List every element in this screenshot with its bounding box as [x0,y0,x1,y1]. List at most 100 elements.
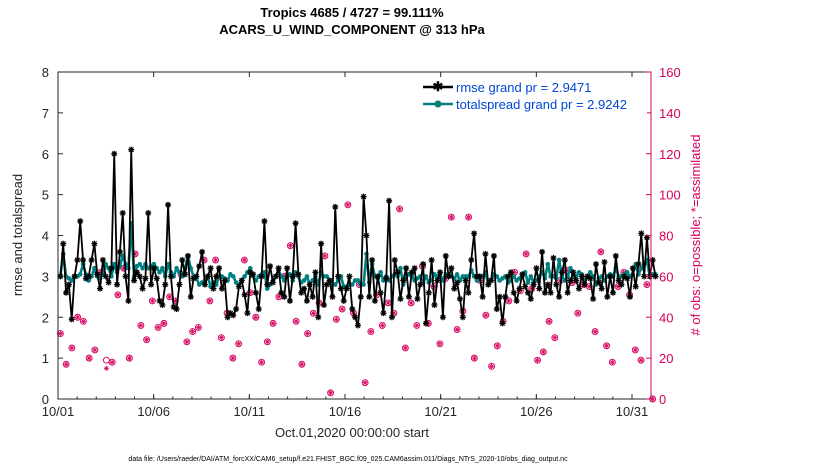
asterisk-stroke [482,251,489,257]
rmse-point [465,289,472,296]
y-tick-label: 4 [42,229,49,244]
obs-assimilated-marker [69,345,75,351]
rmse-point [502,293,509,300]
x-axis-label: Oct.01,2020 00:00:00 start [275,425,429,440]
rmse-point [507,269,514,276]
y-tick-label: 1 [42,351,49,366]
asterisk-stroke [219,335,224,340]
totalspread-point [355,278,361,283]
rmse-point [74,257,81,264]
totalspread-point [174,265,179,271]
obs-possible-marker [327,389,335,397]
rmse-point [139,285,146,292]
asterisk-stroke [542,290,548,296]
asterisk-stroke [495,343,500,348]
rmse-point [187,293,194,300]
rmse-point [513,297,520,304]
asterisk-stroke [159,302,166,308]
legend-rmse-label: rmse grand pr = 2.9471 [456,80,592,95]
asterisk-stroke [406,294,412,300]
asterisk-stroke [329,294,336,300]
rmse-point [626,293,633,300]
rmse-point [391,257,398,264]
asterisk-stroke [154,275,160,282]
asterisk-stroke [440,314,446,320]
rmse-point [167,273,174,280]
asterisk-stroke [110,360,115,365]
obs-assimilated-marker [57,331,63,337]
rmse-point [556,293,563,300]
obs-possible-marker [79,317,87,325]
rmse-point [184,252,191,259]
asterisk-stroke [210,285,217,292]
obs-possible-marker [292,317,300,325]
asterisk-stroke [128,147,134,153]
asterisk-stroke [66,281,72,288]
asterisk-stroke [615,284,621,289]
asterisk-stroke [613,253,619,259]
asterisk-stroke [265,339,270,344]
asterisk-stroke [122,273,129,280]
rmse-point [595,279,602,286]
asterisk-stroke [414,296,421,302]
rmse-point [114,281,121,288]
y-tick-label: 3 [42,269,49,284]
x-tick-label: 10/16 [329,404,362,419]
rmse-point [499,320,506,327]
asterisk-stroke [150,298,155,303]
asterisk-stroke [258,273,265,280]
asterisk-stroke [127,356,132,361]
obs-assimilated-marker [270,320,276,326]
chart-title: Tropics 4685 / 4727 = 99.111% [260,5,444,20]
asterisk-stroke [267,263,273,269]
asterisk-stroke [145,210,151,216]
asterisk-stroke [508,269,514,275]
obs-assimilated-marker [184,339,190,345]
rmse-point [462,277,469,284]
rmse-point [516,285,523,292]
obs-assimilated-marker [253,314,259,320]
asterisk-stroke [312,269,319,275]
obs-possible-marker [539,348,547,356]
obs-possible-marker [286,242,294,250]
obs-possible-marker [183,338,191,346]
rmse-point [454,279,461,286]
asterisk-stroke [58,331,63,336]
rmse-point [148,281,155,288]
asterisk-stroke [176,281,183,288]
asterisk-stroke [575,311,580,316]
asterisk-stroke [545,281,551,288]
rmse-point [573,277,580,284]
asterisk-stroke [219,285,225,292]
rmse-point [182,271,189,278]
rmse-point [550,254,557,261]
obs-assimilated-marker [552,335,558,341]
obs-possible-marker [637,356,645,364]
asterisk-stroke [386,300,391,306]
rmse-point [592,261,599,268]
rmse-point [133,269,140,276]
y-tick-label: 6 [42,147,49,162]
totalspread-point [242,274,247,279]
obs-possible-marker [194,324,202,331]
asterisk-stroke [335,273,341,280]
asterisk-stroke [298,290,304,296]
rmse-point [343,285,350,292]
asterisk-stroke [567,277,574,284]
asterisk-stroke [491,253,497,259]
asterisk-stroke [86,273,92,280]
asterisk-stroke [468,257,474,263]
asterisk-stroke [553,281,559,288]
obs-possible-marker [148,297,156,305]
asterisk-stroke [244,310,251,316]
asterisk-stroke [139,285,146,292]
rmse-point [533,265,540,272]
obs-possible-marker [470,354,478,362]
asterisk-stroke [638,358,644,363]
asterisk-stroke [304,298,310,304]
rmse-point [272,273,279,280]
rmse-point [371,297,378,304]
asterisk-stroke [496,294,503,300]
rmse-point [162,281,169,288]
asterisk-stroke [462,277,469,284]
